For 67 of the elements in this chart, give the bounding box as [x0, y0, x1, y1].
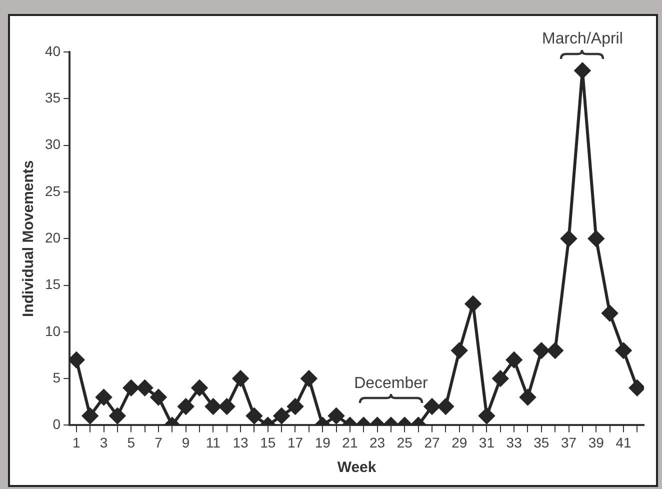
point	[424, 398, 440, 415]
point	[205, 398, 222, 415]
y-tick-label: 30	[44, 136, 61, 152]
x-tick-label: 5	[127, 434, 136, 450]
point	[560, 230, 577, 247]
point	[478, 408, 495, 424]
point	[123, 380, 140, 396]
point	[588, 230, 604, 247]
y-tick-label: 35	[44, 90, 61, 106]
x-tick-label: 29	[452, 434, 468, 450]
y-tick-label: 20	[44, 229, 61, 246]
x-tick-label: 1	[72, 434, 81, 450]
x-tick-label: 39	[588, 434, 604, 450]
x-tick-label: 41	[616, 434, 632, 450]
annotation: December	[354, 375, 429, 392]
point	[150, 389, 166, 406]
point	[492, 370, 508, 387]
y-axis-title: Individual Movements	[20, 160, 38, 317]
point	[300, 370, 317, 387]
point	[328, 408, 344, 424]
y-tick-label: 15	[44, 276, 61, 292]
x-tick-label: 17	[287, 434, 304, 450]
y-tick-label: 5	[52, 369, 61, 386]
point	[451, 342, 468, 359]
point	[465, 296, 482, 312]
point	[615, 342, 632, 359]
y-tick-label: 40	[44, 42, 61, 59]
y-tick-label: 10	[44, 322, 61, 339]
annotation: March/April	[542, 30, 623, 48]
x-tick-label: 13	[232, 434, 249, 450]
point	[136, 380, 153, 396]
point	[629, 380, 644, 396]
x-tick-label: 3	[100, 434, 108, 450]
x-tick-label: 21	[342, 434, 358, 450]
x-tick-label: 11	[206, 434, 221, 450]
x-tick-label: 31	[478, 434, 495, 450]
y-tick-label: 25	[44, 182, 61, 199]
point	[82, 408, 98, 424]
x-tick-label: 35	[534, 434, 550, 450]
x-tick-label: 7	[154, 434, 163, 450]
point	[178, 398, 194, 415]
point	[274, 408, 290, 424]
point	[96, 389, 112, 406]
point	[192, 380, 208, 396]
point	[547, 342, 564, 359]
point	[602, 305, 618, 322]
point	[109, 408, 126, 424]
point	[246, 408, 262, 424]
x-axis-title: Week	[337, 459, 377, 476]
point	[533, 342, 550, 359]
point	[218, 398, 235, 415]
x-tick-label: 23	[370, 434, 386, 450]
point	[438, 398, 454, 415]
x-tick-label: 37	[560, 434, 577, 450]
point	[232, 370, 249, 387]
x-tick-label: 27	[424, 434, 440, 450]
point	[520, 389, 536, 406]
x-tick-label: 9	[182, 434, 190, 450]
x-tick-label: 19	[314, 434, 331, 450]
x-tick-label: 15	[260, 434, 276, 450]
point	[574, 62, 590, 79]
point	[506, 352, 522, 368]
x-tick-label: 25	[396, 434, 413, 450]
y-tick-label: 0	[52, 416, 61, 432]
point	[70, 352, 84, 368]
point	[287, 398, 304, 415]
x-tick-label: 33	[506, 434, 522, 450]
